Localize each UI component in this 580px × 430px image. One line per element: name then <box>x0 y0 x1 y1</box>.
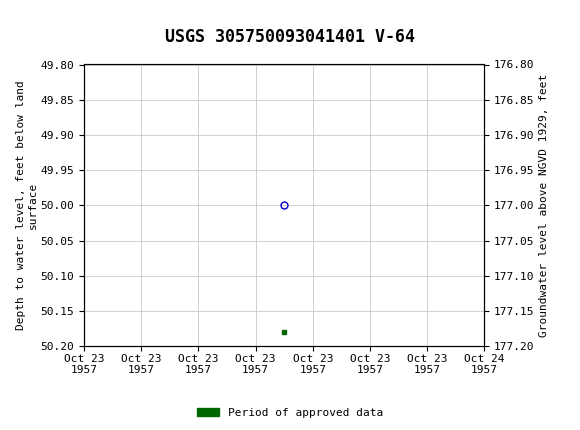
Text: ≋USGS: ≋USGS <box>7 8 61 26</box>
Y-axis label: Groundwater level above NGVD 1929, feet: Groundwater level above NGVD 1929, feet <box>539 74 549 337</box>
Legend: Period of approved data: Period of approved data <box>193 403 387 422</box>
Y-axis label: Depth to water level, feet below land
surface: Depth to water level, feet below land su… <box>16 80 38 330</box>
Text: USGS 305750093041401 V-64: USGS 305750093041401 V-64 <box>165 28 415 46</box>
